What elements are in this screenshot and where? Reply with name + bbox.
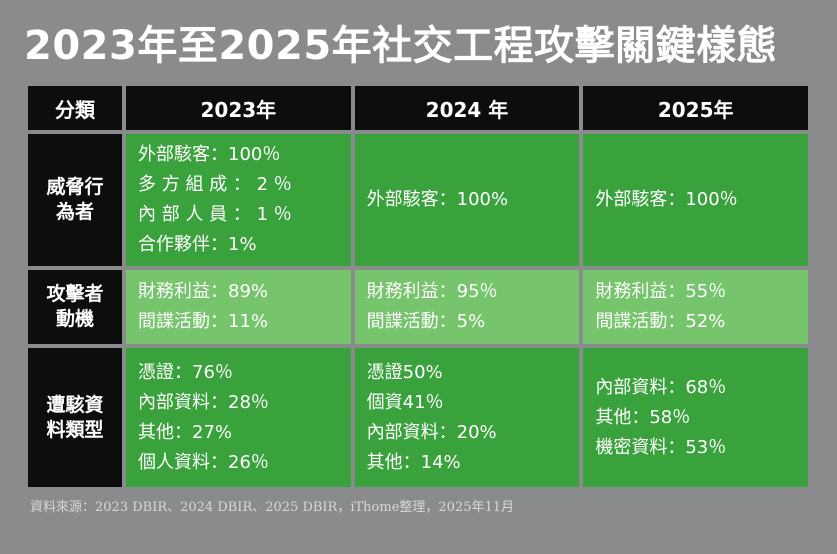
cell-motives-2023: 財務利益：89% 間諜活動：11% — [126, 270, 351, 344]
cell-line: 其他：14% — [366, 451, 461, 473]
page-title: 2023年至2025年社交工程攻擊關鍵樣態 — [24, 23, 778, 69]
cell-line: 機密資料：53％ — [595, 436, 727, 458]
cell-line: 外部駭客：100％ — [138, 144, 281, 165]
cell-line: 間諜活動：11% — [138, 311, 269, 332]
cell-data-types-2023: 憑證：76％ 內部資料：28％ 其他：27% 個人資料：26％ — [126, 348, 351, 487]
cell-data-types-2024: 憑證50% 個資41％ 內部資料：20% 其他：14% — [354, 348, 580, 487]
row-label-threat-actors: 威脅行為者 — [28, 134, 122, 266]
header-2024: 2024 年 — [354, 86, 580, 130]
cell-line: 財務利益：55％ — [595, 281, 727, 302]
cell-threat-actors-2024: 外部駭客：100% — [354, 134, 580, 266]
row-label-breached-data-types: 遭駭資料類型 — [28, 348, 122, 487]
cell-line: 內 部 人 員 ： 1 ％ — [138, 204, 292, 225]
cell-data-types-2025: 內部資料：68％ 其他：58％ 機密資料：53％ — [583, 348, 808, 487]
header-category: 分類 — [28, 86, 122, 130]
cell-line: 外部駭客：100% — [366, 189, 509, 210]
cell-line: 外部駭客：100％ — [595, 189, 738, 210]
cell-line: 其他：58％ — [595, 406, 691, 428]
cell-line: 間諜活動：52% — [595, 311, 726, 332]
cell-line: 合作夥伴：1% — [138, 234, 257, 255]
cell-line: 財務利益：89% — [138, 281, 269, 302]
source-note: 資料來源：2023 DBIR、2024 DBIR、2025 DBIR，iThom… — [30, 500, 515, 515]
cell-line: 憑證：76％ — [138, 361, 233, 383]
cell-threat-actors-2023: 外部駭客：100％ 多 方 組 成 ： 2 ％ 內 部 人 員 ： 1 ％ 合作… — [126, 134, 351, 266]
cell-threat-actors-2025: 外部駭客：100％ — [583, 134, 808, 266]
header-2025: 2025年 — [583, 86, 808, 130]
cell-line: 其他：27% — [138, 421, 233, 443]
cell-line: 個人資料：26％ — [138, 451, 269, 473]
cell-line: 內部資料：68％ — [595, 376, 727, 398]
cell-line: 內部資料：20% — [366, 421, 497, 443]
cell-motives-2024: 財務利益：95％ 間諜活動：5% — [354, 270, 580, 344]
cell-line: 個資41％ — [366, 391, 444, 413]
cell-line: 內部資料：28％ — [138, 391, 269, 413]
header-2023: 2023年 — [126, 86, 351, 130]
cell-motives-2025: 財務利益：55％ 間諜活動：52% — [583, 270, 808, 344]
row-label-attacker-motives: 攻擊者動機 — [28, 270, 122, 344]
cell-line: 間諜活動：5% — [366, 311, 486, 332]
attack-pattern-table: 分類 2023年 2024 年 2025年 威脅行為者 外部駭客：100％ 多 … — [28, 86, 808, 487]
cell-line: 多 方 組 成 ： 2 ％ — [138, 174, 292, 195]
cell-line: 財務利益：95％ — [366, 281, 498, 302]
cell-line: 憑證50% — [366, 361, 443, 383]
